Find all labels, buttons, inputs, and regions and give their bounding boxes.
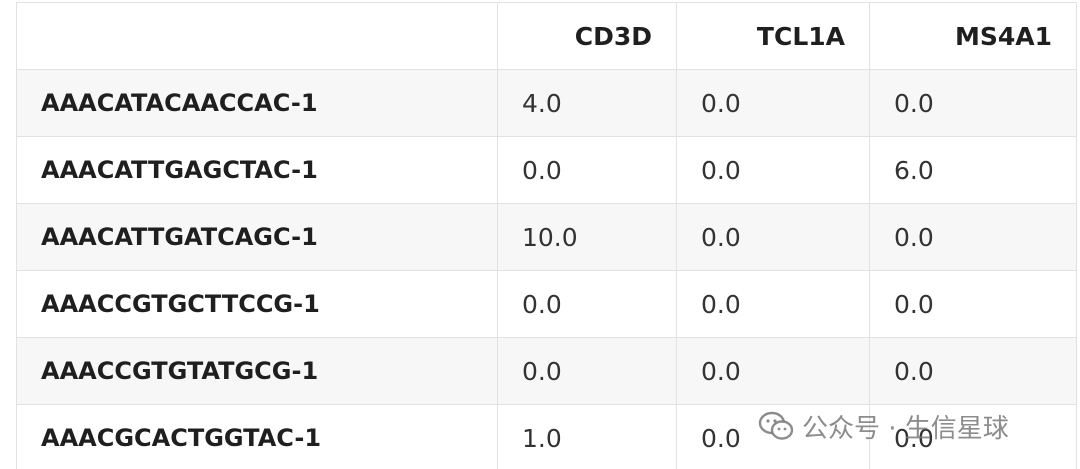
cell-ms4a1: 0.0 [869, 404, 1077, 469]
row-label: AAACATACAACCAC-1 [16, 69, 498, 137]
header-row: CD3D TCL1A MS4A1 [16, 2, 1077, 70]
expression-table: CD3D TCL1A MS4A1 AAACATACAACCAC-1 4.0 0.… [16, 2, 1077, 469]
column-header-tcl1a: TCL1A [676, 2, 870, 70]
cell-ms4a1: 0.0 [869, 270, 1077, 338]
cell-ms4a1: 0.0 [869, 69, 1077, 137]
cell-tcl1a: 0.0 [676, 337, 870, 405]
cell-cd3d: 10.0 [497, 203, 677, 271]
column-header-ms4a1: MS4A1 [869, 2, 1077, 70]
row-label: AAACATTGATCAGC-1 [16, 203, 498, 271]
cell-cd3d: 0.0 [497, 136, 677, 204]
table-row: AAACATACAACCAC-1 4.0 0.0 0.0 [16, 69, 1077, 137]
row-label: AAACGCACTGGTAC-1 [16, 404, 498, 469]
cell-cd3d: 4.0 [497, 69, 677, 137]
cell-cd3d: 0.0 [497, 270, 677, 338]
cell-ms4a1: 6.0 [869, 136, 1077, 204]
row-label: AAACATTGAGCTAC-1 [16, 136, 498, 204]
cell-tcl1a: 0.0 [676, 270, 870, 338]
column-header-cd3d: CD3D [497, 2, 677, 70]
corner-cell [16, 2, 498, 70]
cell-tcl1a: 0.0 [676, 404, 870, 469]
cell-cd3d: 1.0 [497, 404, 677, 469]
table-row: AAACCGTGCTTCCG-1 0.0 0.0 0.0 [16, 270, 1077, 338]
cell-cd3d: 0.0 [497, 337, 677, 405]
table-row: AAACATTGATCAGC-1 10.0 0.0 0.0 [16, 203, 1077, 271]
table-row: AAACGCACTGGTAC-1 1.0 0.0 0.0 [16, 404, 1077, 469]
row-label: AAACCGTGCTTCCG-1 [16, 270, 498, 338]
row-label: AAACCGTGTATGCG-1 [16, 337, 498, 405]
cell-ms4a1: 0.0 [869, 203, 1077, 271]
cell-tcl1a: 0.0 [676, 203, 870, 271]
cell-tcl1a: 0.0 [676, 69, 870, 137]
cell-tcl1a: 0.0 [676, 136, 870, 204]
cell-ms4a1: 0.0 [869, 337, 1077, 405]
table-row: AAACCGTGTATGCG-1 0.0 0.0 0.0 [16, 337, 1077, 405]
table-row: AAACATTGAGCTAC-1 0.0 0.0 6.0 [16, 136, 1077, 204]
